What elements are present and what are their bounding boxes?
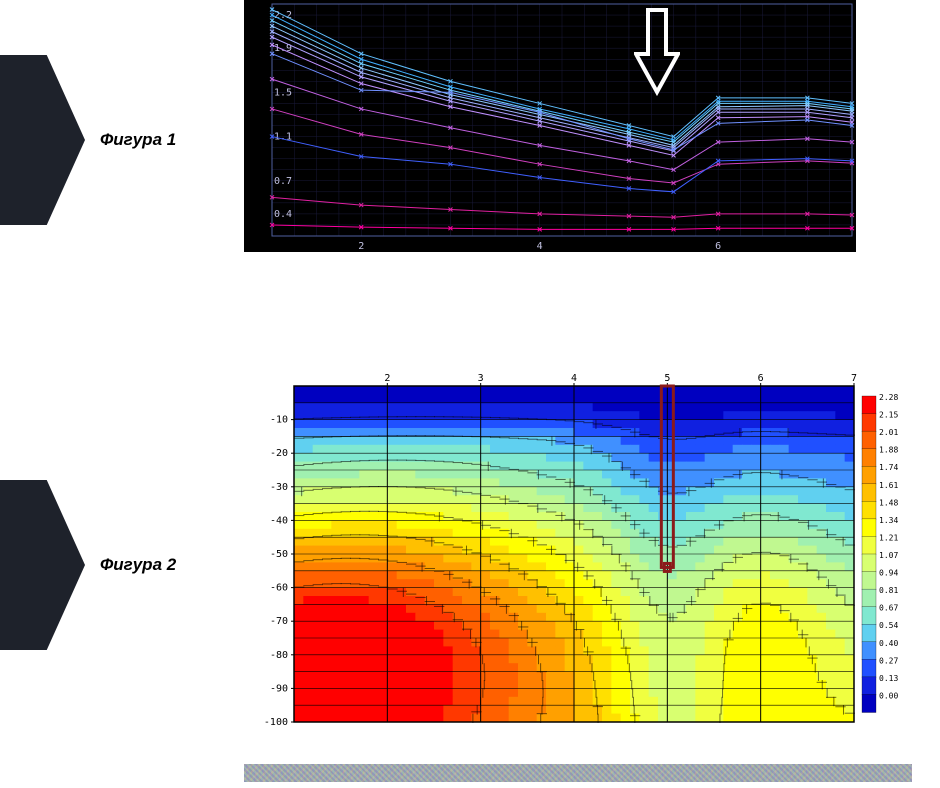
svg-text:2.28: 2.28 — [879, 393, 898, 402]
svg-text:1.88: 1.88 — [879, 446, 898, 455]
svg-text:2: 2 — [358, 241, 364, 252]
figure2-caption: Фигура 2 — [100, 555, 176, 575]
svg-text:4: 4 — [537, 241, 543, 252]
figure1-chart: 2.21.91.51.10.70.4246 — [244, 0, 856, 252]
svg-text:-10: -10 — [270, 415, 288, 426]
arrow-shape — [0, 55, 85, 225]
svg-text:-50: -50 — [270, 549, 288, 560]
svg-text:1.07: 1.07 — [879, 551, 898, 560]
svg-text:0.94: 0.94 — [879, 569, 898, 578]
svg-text:1.34: 1.34 — [879, 516, 898, 525]
svg-text:6: 6 — [758, 373, 764, 384]
svg-text:1.61: 1.61 — [879, 481, 898, 490]
svg-text:-40: -40 — [270, 515, 288, 526]
svg-text:1.74: 1.74 — [879, 463, 898, 472]
svg-text:1.48: 1.48 — [879, 498, 898, 507]
svg-text:1.21: 1.21 — [879, 533, 898, 542]
svg-text:5: 5 — [664, 373, 670, 384]
svg-text:0.13: 0.13 — [879, 674, 898, 683]
svg-text:-30: -30 — [270, 482, 288, 493]
svg-text:0.40: 0.40 — [879, 639, 898, 648]
svg-text:7: 7 — [851, 373, 857, 384]
svg-text:0.27: 0.27 — [879, 656, 898, 665]
svg-text:0.54: 0.54 — [879, 621, 898, 630]
svg-text:-70: -70 — [270, 616, 288, 627]
svg-text:2.01: 2.01 — [879, 428, 898, 437]
figure1-caption: Фигура 1 — [100, 130, 176, 150]
svg-text:-60: -60 — [270, 583, 288, 594]
svg-text:0.81: 0.81 — [879, 586, 898, 595]
svg-text:-20: -20 — [270, 448, 288, 459]
svg-text:2: 2 — [384, 373, 390, 384]
svg-text:0.00: 0.00 — [879, 691, 898, 700]
svg-text:2.15: 2.15 — [879, 411, 898, 420]
svg-text:-100: -100 — [264, 717, 288, 728]
figure1-label-arrow: Фигура 1 — [0, 55, 85, 225]
svg-text:-90: -90 — [270, 683, 288, 694]
arrow-shape — [0, 480, 85, 650]
svg-text:0.7: 0.7 — [274, 176, 292, 187]
figure2-label-arrow: Фигура 2 — [0, 480, 85, 650]
svg-text:3: 3 — [478, 373, 484, 384]
figure2-heatmap: 2 3 4 5 6 7 -10 -20 -30 -40 -50 -60 -70 -80 -90 -100 2.2… — [244, 368, 912, 728]
svg-text:0.67: 0.67 — [879, 604, 898, 613]
noise-strip — [244, 764, 912, 782]
svg-text:4: 4 — [571, 373, 577, 384]
svg-text:1.5: 1.5 — [274, 87, 292, 98]
svg-text:6: 6 — [715, 241, 721, 252]
svg-text:0.4: 0.4 — [274, 209, 292, 220]
svg-text:-80: -80 — [270, 650, 288, 661]
